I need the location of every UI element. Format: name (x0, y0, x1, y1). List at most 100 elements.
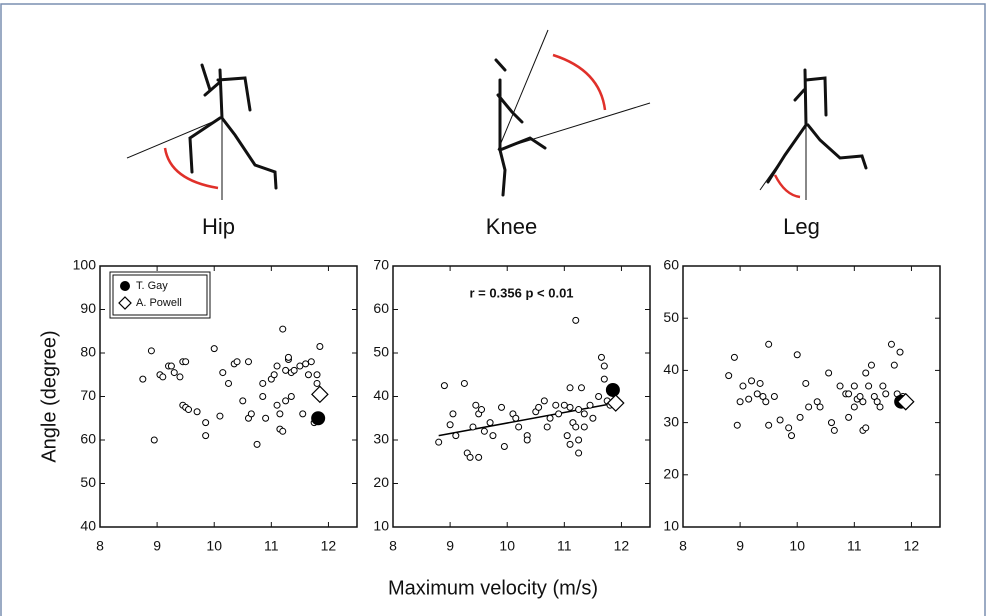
hip-ref (126, 117, 223, 159)
point (600, 375, 608, 383)
point (287, 393, 295, 400)
point (452, 432, 460, 440)
y-tick-label: 50 (663, 309, 679, 325)
point (284, 353, 292, 361)
x-tick-label: 10 (206, 538, 222, 554)
point (313, 379, 321, 387)
point (210, 345, 218, 353)
point (756, 379, 764, 387)
point (296, 362, 304, 370)
point (850, 382, 858, 390)
angle-lines (126, 29, 807, 200)
y-tick-label: 100 (73, 257, 97, 273)
point (566, 403, 574, 411)
frame (0, 3, 986, 616)
point (753, 390, 761, 398)
point (472, 401, 480, 409)
point (460, 379, 468, 387)
point (279, 427, 287, 435)
point (856, 393, 864, 400)
legend-label: A. Powell (136, 297, 182, 309)
point (247, 410, 255, 418)
point (859, 398, 867, 406)
point (313, 371, 321, 379)
legend-label: T. Gay (136, 280, 168, 292)
legend-box (112, 274, 208, 316)
point (566, 440, 574, 448)
y-axis-label: Angle (degree) (38, 330, 60, 462)
point (879, 382, 887, 390)
point (202, 432, 210, 440)
athlete-point (311, 385, 329, 404)
point (273, 401, 281, 409)
point (316, 342, 324, 350)
point (566, 384, 574, 392)
point (193, 408, 201, 416)
point (446, 421, 454, 429)
point (589, 414, 597, 422)
point (498, 403, 506, 411)
point (512, 414, 520, 422)
panel-title: Hip (202, 214, 235, 239)
point (185, 406, 193, 414)
point (466, 453, 474, 461)
y-tick-label: 30 (373, 431, 389, 447)
point (586, 401, 594, 409)
point (552, 401, 560, 409)
y-tick-label: 60 (663, 257, 679, 273)
point (486, 419, 494, 427)
point (489, 432, 497, 440)
x-tick-label: 9 (446, 538, 454, 554)
point (302, 360, 310, 368)
point (239, 397, 247, 405)
point (139, 375, 147, 383)
y-tick-label: 20 (663, 466, 679, 482)
point (572, 316, 580, 324)
x-tick-label: 9 (736, 538, 744, 554)
x-tick-label: 8 (679, 538, 687, 554)
point (515, 423, 523, 431)
point (765, 421, 773, 429)
point (216, 412, 224, 420)
y-tick-label: 70 (373, 257, 389, 273)
point (270, 371, 278, 379)
point (745, 395, 753, 403)
point (182, 358, 190, 366)
fit-line (438, 402, 616, 437)
point (580, 410, 588, 418)
point (469, 423, 477, 431)
point (870, 393, 878, 400)
point (759, 393, 767, 400)
angle-arrows (163, 53, 801, 199)
point (253, 440, 261, 448)
y-tick-label: 60 (373, 300, 389, 316)
panel-title: Leg (783, 214, 820, 239)
knee-ref (497, 29, 549, 151)
leg-arrow (773, 174, 801, 199)
annotation: r = 0.356 p < 0.01 (469, 285, 573, 300)
point (845, 413, 853, 421)
athlete-point (896, 392, 915, 411)
y-tick-label: 10 (373, 518, 389, 534)
point (890, 361, 898, 369)
x-tick-label: 11 (557, 538, 572, 554)
point (202, 419, 210, 427)
point (850, 403, 858, 411)
y-tick-label: 20 (373, 474, 389, 490)
point (575, 436, 583, 444)
point (776, 416, 784, 424)
point (478, 406, 486, 414)
point (440, 382, 448, 390)
point (739, 382, 747, 390)
point (825, 369, 833, 377)
point (304, 371, 312, 379)
point (219, 369, 227, 377)
point (572, 423, 580, 431)
y-tick-label: 40 (663, 361, 679, 377)
point (546, 414, 554, 422)
y-tick-label: 10 (663, 518, 679, 534)
y-tick-label: 60 (80, 431, 96, 447)
point (563, 432, 571, 440)
point (862, 424, 870, 432)
hip-figure (188, 63, 278, 190)
